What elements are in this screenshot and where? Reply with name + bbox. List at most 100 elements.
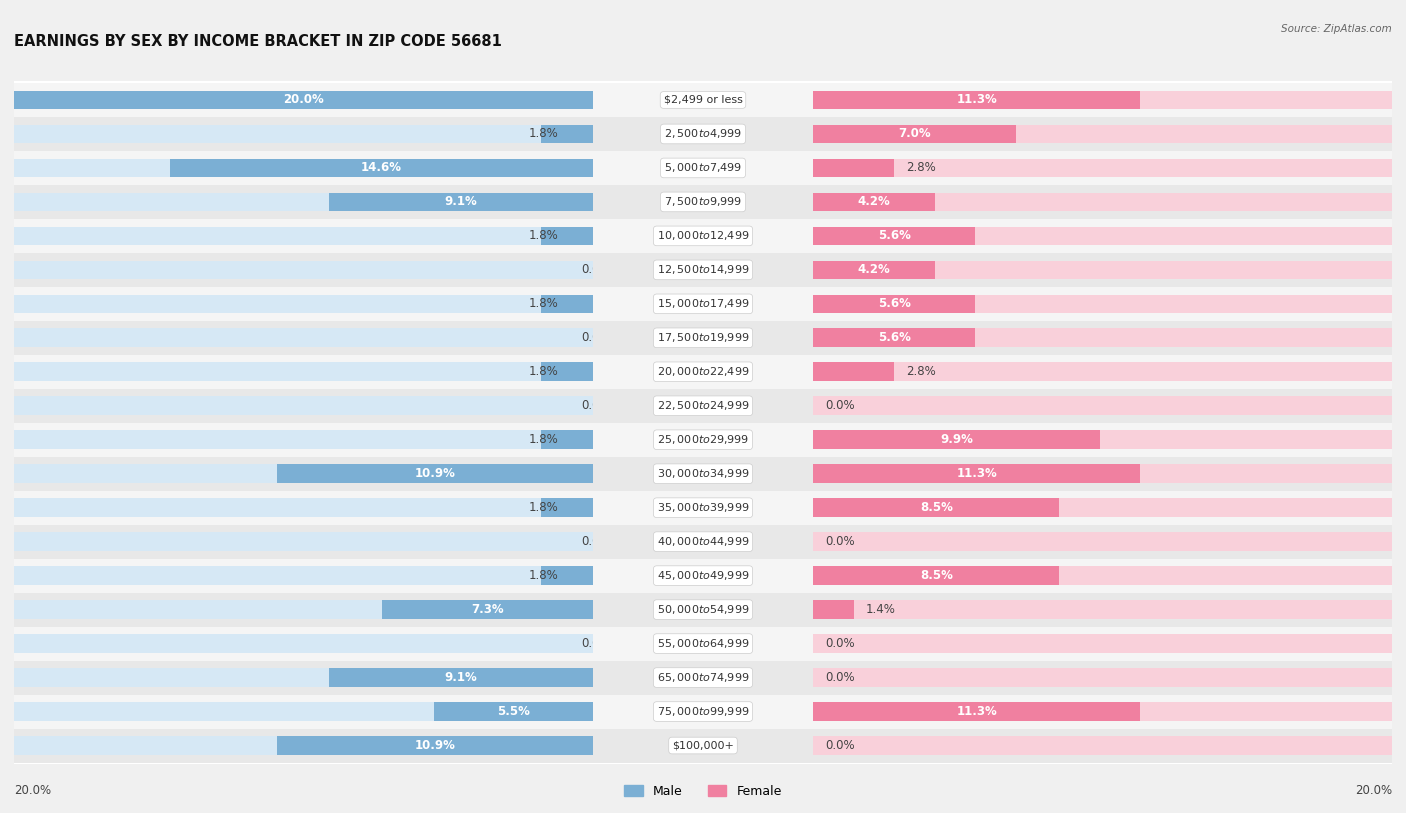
Bar <box>14 423 593 457</box>
Bar <box>593 423 813 457</box>
Bar <box>813 260 935 279</box>
Bar <box>813 524 1392 559</box>
Bar <box>813 567 1392 585</box>
Text: 14.6%: 14.6% <box>361 162 402 175</box>
Bar <box>541 363 593 381</box>
Bar <box>14 219 593 253</box>
Bar <box>813 328 976 347</box>
Text: $17,500 to $19,999: $17,500 to $19,999 <box>657 332 749 345</box>
Bar <box>813 354 1392 389</box>
Text: $25,000 to $29,999: $25,000 to $29,999 <box>657 433 749 446</box>
Text: 5.6%: 5.6% <box>877 332 911 345</box>
Text: 20.0%: 20.0% <box>283 93 323 107</box>
Text: 20.0%: 20.0% <box>14 784 51 797</box>
Bar <box>813 90 1392 109</box>
Text: 0.0%: 0.0% <box>825 671 855 684</box>
Bar <box>593 389 813 423</box>
Bar <box>593 694 813 728</box>
Bar <box>14 321 593 354</box>
Bar <box>14 193 593 211</box>
Bar <box>593 83 813 117</box>
Bar <box>593 321 813 354</box>
Text: $30,000 to $34,999: $30,000 to $34,999 <box>657 467 749 480</box>
Bar <box>813 227 976 246</box>
Bar <box>813 227 1392 246</box>
Bar <box>14 83 593 117</box>
Bar <box>813 423 1392 457</box>
Bar <box>593 559 813 593</box>
Text: 0.0%: 0.0% <box>581 637 610 650</box>
Bar <box>813 159 894 177</box>
Text: 0.0%: 0.0% <box>581 399 610 412</box>
Bar <box>813 728 1392 763</box>
Bar <box>813 253 1392 287</box>
Bar <box>14 728 593 763</box>
Bar <box>593 627 813 661</box>
Bar <box>593 185 813 219</box>
Text: 10.9%: 10.9% <box>415 739 456 752</box>
Bar <box>813 124 1015 143</box>
Bar <box>813 117 1392 151</box>
Bar <box>14 159 593 177</box>
Text: 5.6%: 5.6% <box>877 298 911 311</box>
Text: $2,500 to $4,999: $2,500 to $4,999 <box>664 128 742 141</box>
Bar <box>593 253 813 287</box>
Bar <box>14 117 593 151</box>
Bar <box>813 464 1140 483</box>
Bar <box>593 661 813 694</box>
Bar <box>813 559 1392 593</box>
Bar <box>593 151 813 185</box>
Bar <box>813 593 1392 627</box>
Bar <box>14 491 593 524</box>
Text: 8.5%: 8.5% <box>920 501 953 514</box>
Text: 0.0%: 0.0% <box>825 739 855 752</box>
Bar <box>813 600 853 619</box>
Bar <box>170 159 593 177</box>
Text: 9.9%: 9.9% <box>941 433 973 446</box>
Bar <box>14 354 593 389</box>
Bar <box>14 524 593 559</box>
Text: 1.8%: 1.8% <box>529 128 558 141</box>
Bar <box>541 430 593 449</box>
Bar <box>541 227 593 246</box>
Text: $10,000 to $12,499: $10,000 to $12,499 <box>657 229 749 242</box>
Bar <box>14 151 593 185</box>
Bar <box>813 533 1392 551</box>
Bar <box>813 193 935 211</box>
Bar <box>541 567 593 585</box>
Text: 8.5%: 8.5% <box>920 569 953 582</box>
Bar <box>813 430 1099 449</box>
Text: 2.8%: 2.8% <box>905 162 935 175</box>
Bar <box>14 294 593 313</box>
Text: 0.0%: 0.0% <box>581 535 610 548</box>
Bar <box>14 363 593 381</box>
Bar <box>813 702 1140 721</box>
Text: 5.5%: 5.5% <box>496 705 530 718</box>
Bar <box>14 253 593 287</box>
Bar <box>541 124 593 143</box>
Bar <box>14 287 593 321</box>
Bar <box>433 702 593 721</box>
Text: $75,000 to $99,999: $75,000 to $99,999 <box>657 705 749 718</box>
Bar <box>14 567 593 585</box>
Bar <box>813 600 1392 619</box>
Bar <box>813 389 1392 423</box>
Bar <box>813 260 1392 279</box>
Text: 20.0%: 20.0% <box>1355 784 1392 797</box>
Bar <box>813 694 1392 728</box>
Bar <box>813 702 1392 721</box>
Bar <box>593 354 813 389</box>
Bar <box>14 227 593 246</box>
Bar <box>593 219 813 253</box>
Text: 0.0%: 0.0% <box>825 637 855 650</box>
Bar <box>14 593 593 627</box>
Bar <box>813 90 1140 109</box>
Bar <box>813 457 1392 491</box>
Bar <box>813 83 1392 117</box>
Bar <box>14 260 593 279</box>
Bar <box>813 151 1392 185</box>
Text: 4.2%: 4.2% <box>858 195 890 208</box>
Bar <box>593 593 813 627</box>
Bar <box>813 430 1392 449</box>
Text: 1.8%: 1.8% <box>529 569 558 582</box>
